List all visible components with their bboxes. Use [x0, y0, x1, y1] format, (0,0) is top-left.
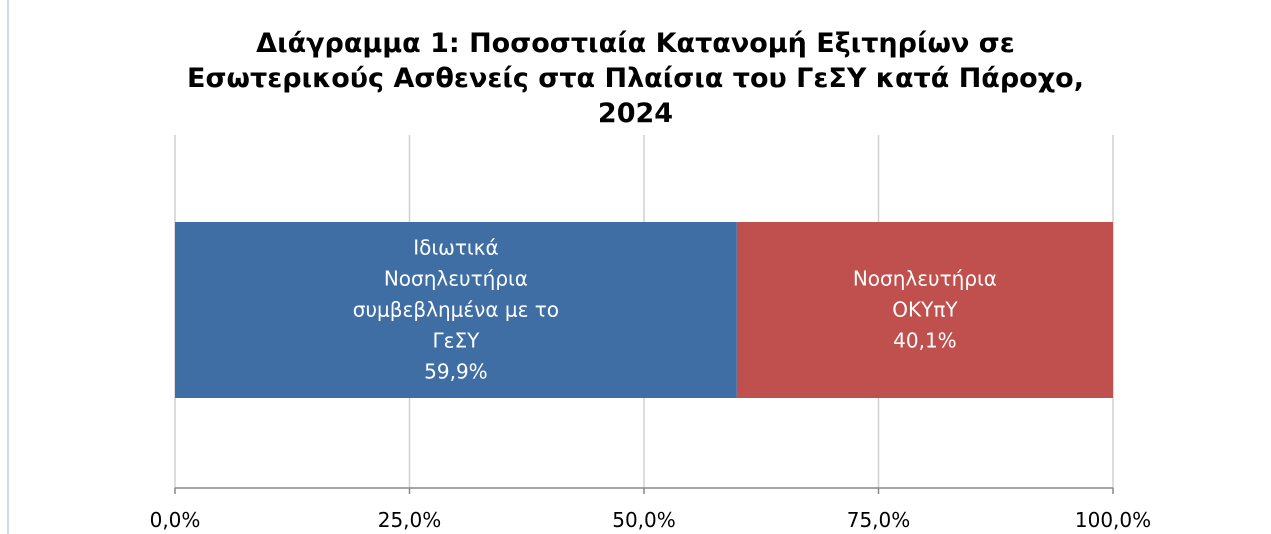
value-label: 59,9%: [424, 359, 488, 384]
x-tick-label: 25,0%: [377, 508, 442, 532]
series-name: Ιδιωτικά Νοσηλευτήρια συμβεβλημένα με το…: [352, 235, 560, 353]
bar-segment: [175, 222, 737, 398]
bar-segment: [736, 222, 1113, 398]
value-label: 40,1%: [893, 328, 957, 353]
x-tick-label: 75,0%: [846, 508, 911, 532]
x-tick-label: 100,0%: [1074, 508, 1152, 532]
x-tick-label: 50,0%: [612, 508, 676, 532]
chart-title: Διάγραμμα 1: Ποσοστιαία Κατανομή Εξιτηρί…: [187, 28, 1084, 129]
x-tick-label: 0,0%: [149, 508, 201, 532]
series-name: Νοσηλευτήρια ΟΚΥπΥ: [852, 266, 997, 322]
data-label: Ιδιωτικά Νοσηλευτήρια συμβεβλημένα με το…: [351, 233, 561, 388]
data-label: Νοσηλευτήρια ΟΚΥπΥ 40,1%: [820, 264, 1030, 357]
